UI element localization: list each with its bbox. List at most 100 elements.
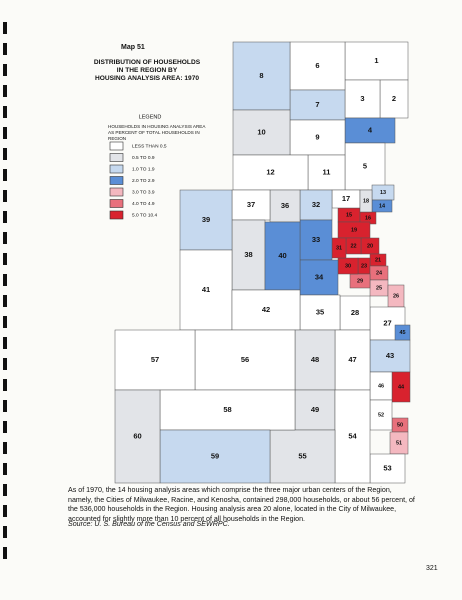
area-label: 59 [211, 451, 219, 460]
area-label: 26 [393, 293, 399, 299]
area-label: 32 [312, 200, 320, 209]
area-label: 4 [368, 125, 373, 134]
area-label: 42 [262, 305, 270, 314]
binding-ring [3, 505, 7, 517]
map-title: IN THE REGION BY [117, 67, 178, 74]
area-label: 10 [257, 127, 265, 136]
area-shape [231, 289, 301, 331]
binding-ring [3, 337, 7, 349]
area-shape [334, 389, 371, 484]
area-shape [349, 273, 371, 289]
binding-ring [3, 358, 7, 370]
binding-ring [3, 148, 7, 160]
area-label: 36 [281, 201, 289, 210]
area-label: 13 [380, 190, 386, 196]
area-shape [299, 294, 341, 331]
area-shape [334, 329, 371, 391]
area-label: 1 [374, 56, 378, 65]
area-label: 45 [399, 330, 405, 336]
area-label: 44 [398, 384, 405, 390]
area-label: 46 [378, 383, 384, 389]
area-label: 23 [361, 263, 367, 269]
area-label: 31 [336, 245, 342, 251]
legend-label: 1.0 TO 1.9 [132, 166, 155, 172]
legend-label: 2.0 TO 2.9 [132, 178, 155, 184]
legend-label: 0.5 TO 0.9 [132, 155, 155, 161]
area-label: 17 [342, 194, 350, 203]
binding-ring [3, 463, 7, 475]
page-number: 321 [426, 565, 438, 572]
area-shape [369, 339, 411, 373]
legend-swatch [109, 199, 124, 208]
area-label: 51 [396, 440, 402, 446]
binding-ring [3, 253, 7, 265]
area-shape [269, 429, 336, 484]
area-shape [394, 324, 411, 341]
area-label: 15 [346, 212, 352, 218]
area-label: 25 [376, 285, 382, 291]
area-label: 56 [241, 355, 249, 364]
binding-ring [3, 526, 7, 538]
area-label: 41 [202, 285, 210, 294]
area-shape [179, 189, 233, 251]
area-label: 49 [311, 405, 319, 414]
area-shape [232, 154, 309, 191]
binding-ring [3, 379, 7, 391]
map-title: HOUSING ANALYSIS AREA: 1970 [95, 75, 199, 82]
area-shape [344, 41, 409, 81]
area-label: 60 [133, 431, 141, 440]
binding-ring [3, 484, 7, 496]
area-label: 38 [244, 250, 252, 259]
area-label: 8 [259, 71, 263, 80]
area-label: 19 [351, 227, 357, 233]
area-label: 22 [350, 243, 356, 249]
legend: LESS THAN 0.5 0.5 TO 0.9 1.0 TO 1.9 2.0 TO … [109, 141, 167, 220]
area-shape [159, 429, 271, 484]
legend-swatch [109, 176, 124, 185]
caption: As of 1970, the 14 housing analysis area… [68, 486, 415, 523]
area-label: 53 [383, 463, 391, 472]
area-label: 57 [151, 355, 159, 364]
legend-swatch [109, 187, 124, 197]
area-label: 54 [348, 431, 357, 440]
area-shape [369, 453, 406, 484]
area-label: 43 [386, 351, 394, 360]
area-label: 6 [315, 61, 319, 70]
area-label: 11 [323, 167, 331, 176]
area-label: 3 [360, 94, 364, 103]
area-label: 5 [363, 161, 367, 170]
area-shape [299, 259, 339, 296]
area-label: 9 [315, 132, 319, 141]
area-label: 2 [392, 94, 396, 103]
area-shape [289, 89, 346, 121]
area-label: 16 [365, 215, 371, 221]
area-label: 35 [316, 307, 324, 316]
area-label: 14 [379, 203, 386, 209]
area-shape [299, 219, 333, 261]
area-shape [294, 389, 336, 431]
legend-label: LESS THAN 0.5 [132, 143, 167, 149]
binding-ring [3, 169, 7, 181]
area-label: 37 [247, 200, 255, 209]
area-shape [299, 189, 333, 221]
legend-label: 3.0 TO 3.9 [132, 189, 155, 195]
area-label: 20 [367, 243, 373, 249]
area-shape [307, 154, 346, 191]
area-shape [231, 189, 271, 221]
legend-subtitle: REGION [108, 136, 126, 141]
area-shape [289, 41, 346, 91]
legend-swatch [109, 210, 124, 220]
legend-subtitle: HOUSEHOLDS IN HOUSING ANALYSIS AREA [108, 124, 206, 129]
area-label: 55 [298, 451, 306, 460]
binding-ring [3, 106, 7, 118]
binding-ring [3, 127, 7, 139]
area-label: 28 [351, 308, 359, 317]
area-shape [114, 329, 196, 391]
area-label: 7 [315, 100, 319, 109]
binding-ring [3, 85, 7, 97]
area-label: 58 [223, 405, 231, 414]
binding-ring [3, 547, 7, 559]
